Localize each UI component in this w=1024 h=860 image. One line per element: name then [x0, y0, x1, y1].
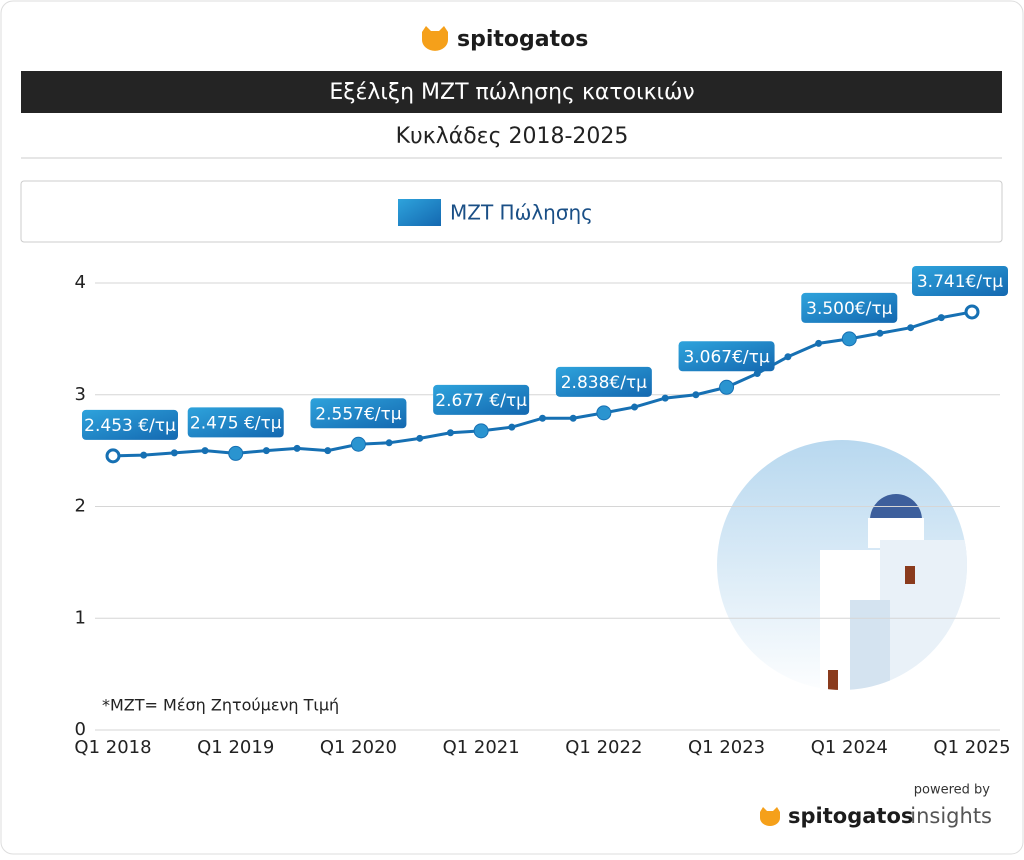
data-point — [569, 414, 577, 422]
value-label-box — [82, 409, 178, 440]
illustration — [717, 440, 967, 690]
data-point — [937, 314, 945, 322]
data-point — [385, 439, 393, 447]
legend-box — [20, 180, 1003, 243]
value-label-box — [912, 265, 1008, 296]
value-label: 2.453 €/τμ — [84, 416, 176, 436]
x-tick-label: Q1 2021 — [443, 737, 520, 758]
data-point — [446, 429, 454, 437]
x-tick-label: Q1 2022 — [565, 737, 642, 758]
y-tick-label: 0 — [75, 719, 86, 740]
value-label-box — [433, 384, 530, 415]
data-point — [596, 405, 612, 421]
data-point — [661, 394, 669, 402]
data-point — [201, 447, 209, 455]
legend-swatch — [398, 199, 441, 226]
data-point — [907, 324, 915, 332]
y-tick-label: 1 — [75, 607, 86, 628]
data-point — [170, 449, 178, 457]
data-point — [631, 403, 639, 411]
data-point — [841, 331, 857, 347]
x-tick-label: Q1 2019 — [197, 737, 274, 758]
powered-by: powered by — [914, 783, 991, 798]
y-tick-label: 3 — [75, 384, 86, 405]
legend-label: ΜΖΤ Πώλησης — [450, 201, 593, 225]
value-label: 3.500€/τμ — [806, 299, 892, 319]
footer-brand: spitogatos — [788, 804, 913, 828]
footnote: *ΜΖΤ= Μέση Ζητούμενη Τιμή — [102, 696, 339, 715]
value-label: 3.741€/τμ — [917, 272, 1003, 292]
value-label: 2.838€/τμ — [561, 373, 647, 393]
value-label: 2.475 €/τμ — [190, 413, 282, 433]
data-point — [262, 447, 270, 455]
data-point — [324, 447, 332, 455]
data-point — [784, 353, 792, 361]
x-tick-label: Q1 2018 — [74, 737, 151, 758]
value-label: 2.557€/τμ — [315, 404, 401, 424]
value-label-box — [801, 292, 898, 323]
data-point — [293, 444, 301, 452]
x-tick-label: Q1 2025 — [933, 737, 1010, 758]
data-point — [815, 339, 823, 347]
data-point — [508, 423, 516, 431]
value-label: 2.677 €/τμ — [435, 391, 527, 411]
value-label-box — [678, 341, 775, 372]
y-tick-label: 4 — [75, 272, 86, 293]
x-tick-label: Q1 2020 — [320, 737, 397, 758]
value-label: 3.067€/τμ — [683, 347, 769, 367]
x-tick-label: Q1 2024 — [811, 737, 888, 758]
logo-icon — [760, 807, 780, 826]
x-tick-label: Q1 2023 — [688, 737, 765, 758]
brand: spitogatos — [457, 27, 588, 52]
data-point — [539, 414, 546, 422]
value-label-box — [555, 366, 652, 397]
data-point — [719, 379, 735, 395]
logo-icon — [422, 26, 448, 51]
value-label-box — [187, 407, 284, 438]
value-label-box — [310, 398, 407, 429]
data-point — [140, 451, 148, 459]
chart-subtitle: Κυκλάδες 2018-2025 — [396, 124, 629, 149]
data-point — [473, 423, 489, 439]
y-tick-label: 2 — [75, 496, 86, 517]
data-point — [105, 448, 121, 464]
data-point — [692, 391, 700, 399]
data-point — [876, 329, 884, 337]
data-point — [416, 434, 424, 442]
data-point — [753, 370, 761, 378]
title-bar — [21, 71, 1002, 113]
data-point — [964, 304, 980, 320]
data-point — [350, 436, 366, 452]
data-point — [228, 445, 244, 461]
footer-product: insights — [910, 804, 992, 828]
chart-title: Εξέλιξη ΜΖΤ πώλησης κατοικιών — [329, 80, 694, 105]
